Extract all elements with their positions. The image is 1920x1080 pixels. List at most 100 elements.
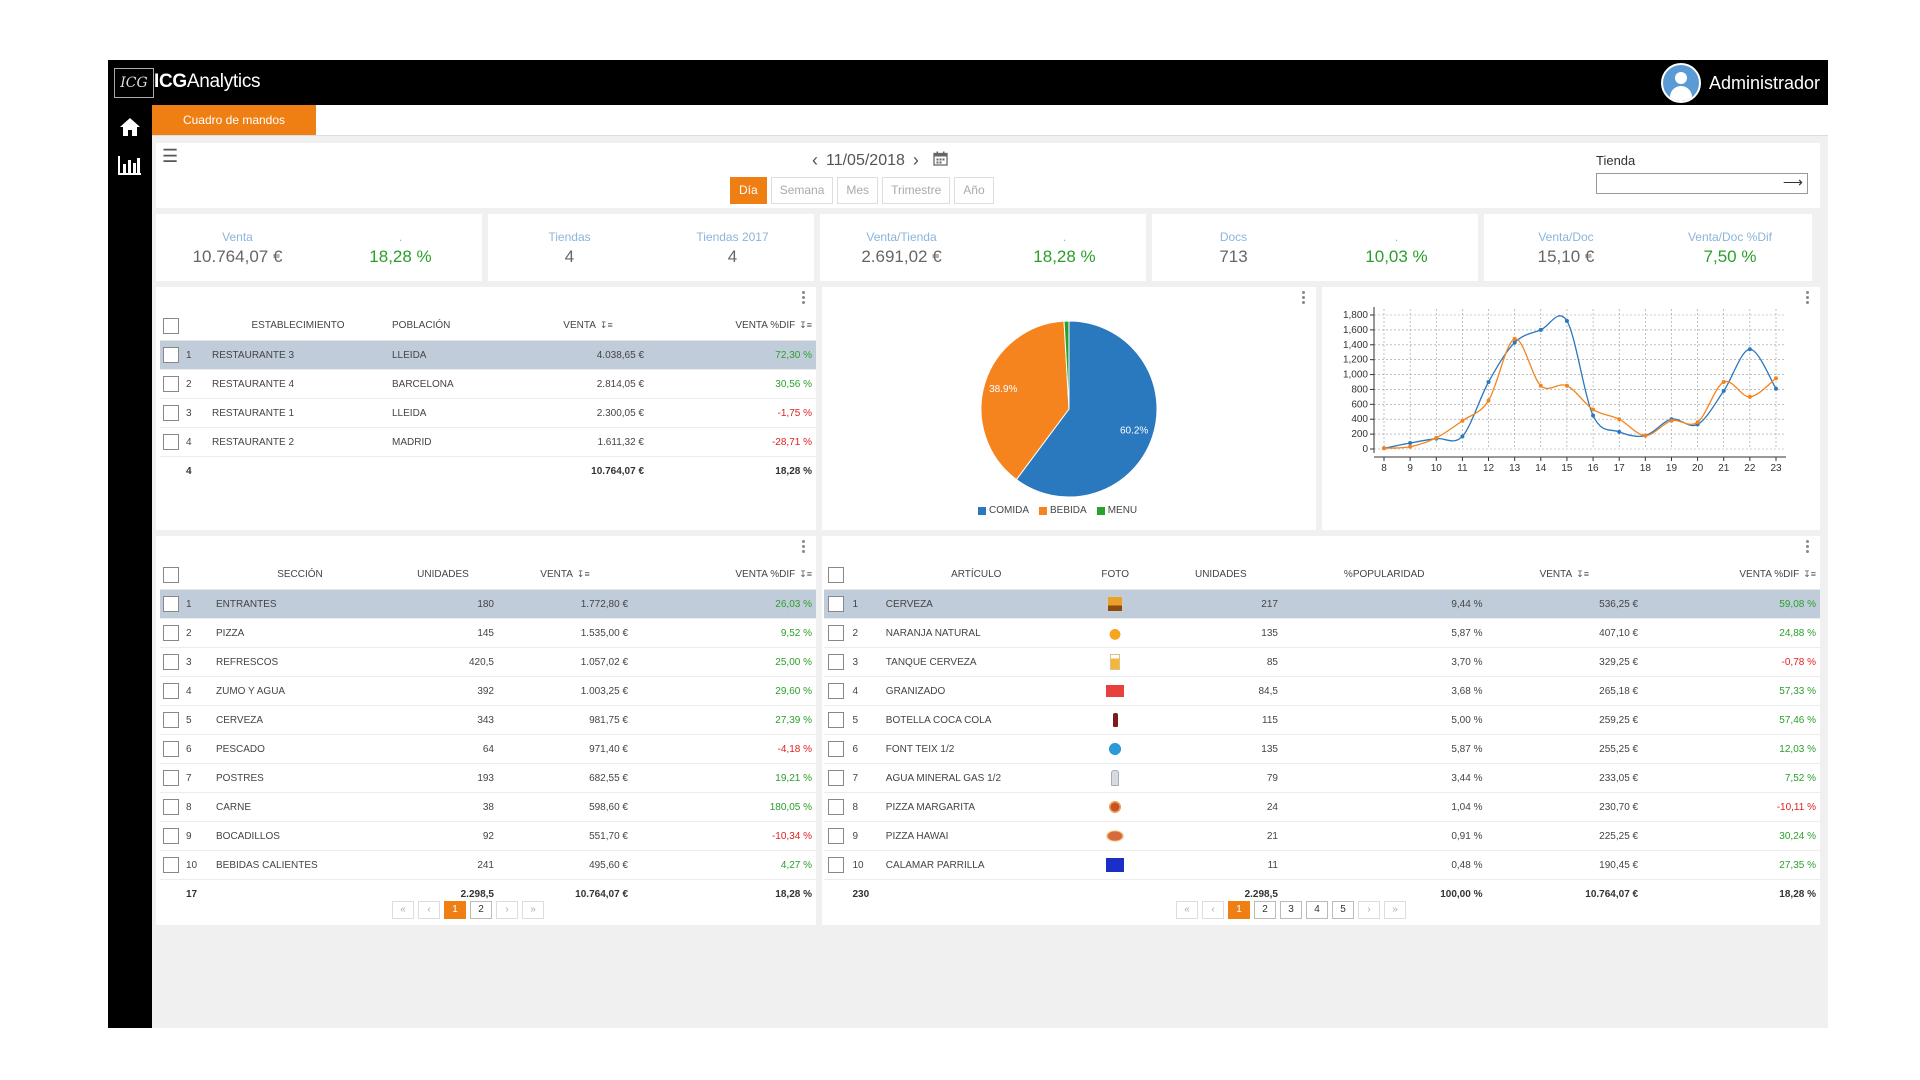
table-row[interactable]: 8 PIZZA MARGARITA 24 1,04 % 230,70 € -10,11 % bbox=[824, 792, 1820, 822]
table-row[interactable]: 4 RESTAURANTE 2 MADRID 1.611,32 € -28,71 % bbox=[160, 427, 816, 457]
pager-last-button[interactable]: » bbox=[522, 901, 544, 919]
row-checkbox-cell[interactable] bbox=[824, 821, 849, 851]
row-checkbox-cell[interactable] bbox=[824, 589, 849, 619]
col-venta-dif-label[interactable]: VENTA %DIF bbox=[1739, 569, 1800, 580]
user-menu[interactable]: Administrador bbox=[1660, 63, 1820, 103]
panel-menu-icon[interactable] bbox=[802, 540, 806, 555]
col-popularidad[interactable]: %POPULARIDAD bbox=[1281, 560, 1487, 590]
sort-icon[interactable]: ↧≡ bbox=[576, 569, 590, 579]
col-venta-dif[interactable]: VENTA %DIF ↧≡ bbox=[632, 560, 816, 590]
pager-page-button[interactable]: 1 bbox=[444, 901, 466, 919]
row-checkbox-cell[interactable] bbox=[160, 676, 182, 706]
table-row[interactable]: 9 PIZZA HAWAI 21 0,91 % 225,25 €30,24 % bbox=[824, 821, 1820, 851]
period-semana-button[interactable]: Semana bbox=[770, 177, 834, 204]
col-venta[interactable]: VENTA ↧≡ bbox=[1486, 560, 1643, 590]
row-checkbox-cell[interactable] bbox=[160, 398, 182, 428]
select-all-checkbox[interactable] bbox=[160, 560, 182, 590]
row-checkbox-cell[interactable] bbox=[160, 763, 182, 793]
col-venta-label[interactable]: VENTA bbox=[1539, 569, 1573, 580]
store-field[interactable]: ⟶ bbox=[1596, 173, 1808, 194]
legend-item-menu[interactable]: MENU bbox=[1096, 505, 1137, 516]
bar-chart-icon[interactable] bbox=[108, 149, 152, 181]
period-mes-button[interactable]: Mes bbox=[837, 177, 879, 204]
period-ano-button[interactable]: Año bbox=[954, 177, 994, 204]
table-row[interactable]: 7 POSTRES 193 682,55 €19,21 % bbox=[160, 763, 816, 793]
row-checkbox[interactable] bbox=[828, 625, 845, 641]
col-venta-dif-label[interactable]: VENTA %DIF bbox=[735, 320, 796, 331]
col-venta[interactable]: VENTA ↧≡ bbox=[528, 311, 648, 341]
row-checkbox[interactable] bbox=[828, 683, 845, 699]
home-icon[interactable] bbox=[108, 111, 152, 143]
row-checkbox[interactable] bbox=[828, 596, 845, 612]
row-checkbox[interactable] bbox=[163, 828, 179, 844]
col-articulo[interactable]: ARTÍCULO bbox=[881, 560, 1071, 590]
col-foto[interactable]: FOTO bbox=[1070, 560, 1160, 590]
row-checkbox-cell[interactable] bbox=[160, 618, 182, 648]
table-row[interactable]: 10 CALAMAR PARRILLA 11 0,48 % 190,45 €27,35 … bbox=[824, 850, 1820, 880]
row-checkbox-cell[interactable] bbox=[824, 763, 849, 793]
col-establecimiento[interactable]: ESTABLECIMIENTO bbox=[208, 311, 388, 341]
table-row[interactable]: 7 AGUA MINERAL GAS 1/2 79 3,44 % 233,05 €7,5… bbox=[824, 763, 1820, 793]
row-checkbox[interactable] bbox=[828, 654, 845, 670]
table-row[interactable]: 1 RESTAURANTE 3 LLEIDA 4.038,65 €72,30 % bbox=[160, 340, 816, 370]
col-seccion[interactable]: SECCIÓN bbox=[212, 560, 388, 590]
select-all-checkbox[interactable] bbox=[160, 311, 182, 341]
row-checkbox[interactable] bbox=[163, 770, 179, 786]
pager-next-button[interactable]: › bbox=[496, 901, 518, 919]
row-checkbox-cell[interactable] bbox=[824, 734, 849, 764]
row-checkbox-cell[interactable] bbox=[824, 792, 849, 822]
table-row[interactable]: 6 PESCADO 64 971,40 € -4,18 % bbox=[160, 734, 816, 764]
row-checkbox[interactable] bbox=[163, 376, 179, 392]
pager-page-button[interactable]: 2 bbox=[1254, 901, 1276, 919]
col-poblacion[interactable]: POBLACIÓN bbox=[388, 311, 528, 341]
sort-icon[interactable]: ↧≡ bbox=[1803, 569, 1816, 579]
row-checkbox[interactable] bbox=[828, 799, 845, 815]
table-row[interactable]: 8 CARNE 38 598,60 €180,05 % bbox=[160, 792, 816, 822]
tab-cuadro-de-mandos[interactable]: Cuadro de mandos bbox=[152, 105, 316, 135]
col-venta-dif-label[interactable]: VENTA %DIF bbox=[735, 569, 796, 580]
row-checkbox[interactable] bbox=[163, 596, 179, 612]
table-row[interactable]: 2 NARANJA NATURAL 135 5,87 % 407,10 €24,88 % bbox=[824, 618, 1820, 648]
table-row[interactable]: 3 TANQUE CERVEZA 85 3,70 % 329,25 € -0,78 % bbox=[824, 647, 1820, 677]
row-checkbox[interactable] bbox=[163, 625, 179, 641]
row-checkbox[interactable] bbox=[163, 857, 179, 873]
pager-page-button[interactable]: 1 bbox=[1228, 901, 1250, 919]
row-checkbox-cell[interactable] bbox=[160, 734, 182, 764]
pager-page-button[interactable]: 4 bbox=[1306, 901, 1328, 919]
panel-menu-icon[interactable] bbox=[1806, 540, 1810, 555]
table-row[interactable]: 2 PIZZA 145 1.535,00 €9,52 % bbox=[160, 618, 816, 648]
col-venta[interactable]: VENTA ↧≡ bbox=[498, 560, 632, 590]
pager-page-button[interactable]: 3 bbox=[1280, 901, 1302, 919]
current-date[interactable]: 11/05/2018 bbox=[826, 151, 905, 169]
table-row[interactable]: 3 REFRESCOS 420,5 1.057,02 €25,00 % bbox=[160, 647, 816, 677]
row-checkbox[interactable] bbox=[828, 828, 845, 844]
col-venta-label[interactable]: VENTA bbox=[563, 320, 596, 331]
row-checkbox[interactable] bbox=[163, 347, 179, 363]
col-venta-dif[interactable]: VENTA %DIF ↧≡ bbox=[648, 311, 816, 341]
col-unidades[interactable]: UNIDADES bbox=[1159, 560, 1282, 590]
row-checkbox-cell[interactable] bbox=[160, 369, 182, 399]
pager-page-button[interactable]: 2 bbox=[470, 901, 492, 919]
pager-prev-button[interactable]: ‹ bbox=[418, 901, 440, 919]
pager-first-button[interactable]: « bbox=[1176, 901, 1198, 919]
pager-page-button[interactable]: 5 bbox=[1332, 901, 1354, 919]
panel-menu-icon[interactable] bbox=[802, 291, 806, 306]
row-checkbox-cell[interactable] bbox=[160, 427, 182, 457]
table-row[interactable]: 3 RESTAURANTE 1 LLEIDA 2.300,05 € -1,75 % bbox=[160, 398, 816, 428]
table-row[interactable]: 4 ZUMO Y AGUA 392 1.003,25 €29,60 % bbox=[160, 676, 816, 706]
row-checkbox-cell[interactable] bbox=[160, 647, 182, 677]
calendar-icon[interactable] bbox=[933, 151, 948, 171]
col-unidades[interactable]: UNIDADES bbox=[388, 560, 498, 590]
table-row[interactable]: 5 CERVEZA 343 981,75 €27,39 % bbox=[160, 705, 816, 735]
row-checkbox-cell[interactable] bbox=[160, 340, 182, 370]
row-checkbox[interactable] bbox=[828, 712, 845, 728]
row-checkbox[interactable] bbox=[163, 434, 179, 450]
panel-menu-icon[interactable] bbox=[1302, 291, 1306, 306]
sort-icon[interactable]: ↧≡ bbox=[599, 320, 613, 330]
legend-item-comida[interactable]: COMIDA bbox=[978, 505, 1029, 516]
prev-date-button[interactable]: ‹ bbox=[812, 150, 818, 170]
next-date-button[interactable]: › bbox=[912, 150, 919, 170]
col-venta-dif[interactable]: VENTA %DIF ↧≡ bbox=[1642, 560, 1820, 590]
row-checkbox-cell[interactable] bbox=[160, 705, 182, 735]
pager-first-button[interactable]: « bbox=[392, 901, 414, 919]
